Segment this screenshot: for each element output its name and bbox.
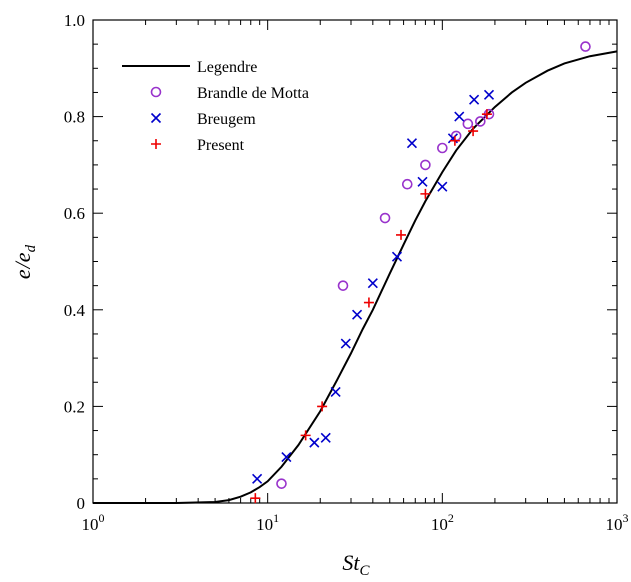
x-axis-label: StC xyxy=(342,550,370,579)
legend-label: Legendre xyxy=(197,59,257,76)
data-point xyxy=(462,118,474,130)
legend-item: Breugem xyxy=(150,111,256,128)
legendre-curve xyxy=(93,50,618,504)
data-point xyxy=(481,109,492,120)
data-point xyxy=(580,41,591,52)
legend-swatch-marker xyxy=(150,86,162,98)
data-point xyxy=(363,297,374,308)
data-point xyxy=(454,111,465,122)
data-point xyxy=(437,142,448,154)
series-present xyxy=(250,109,492,504)
y-axis-label: e/ed xyxy=(10,244,39,279)
data-point xyxy=(468,126,479,137)
series-legendre xyxy=(93,50,618,504)
y-tick-label: 0.2 xyxy=(64,397,85,416)
data-point xyxy=(406,138,418,149)
series-brandle-de-motta xyxy=(276,41,591,489)
data-point xyxy=(420,188,431,199)
data-point xyxy=(417,176,428,187)
data-point xyxy=(469,94,480,105)
data-point xyxy=(396,229,407,240)
legend-label: Brandle de Motta xyxy=(197,85,309,102)
data-point xyxy=(483,89,495,100)
legend-item: Legendre xyxy=(122,59,257,76)
legend: Legendre Brandle de Motta Breugem Present xyxy=(122,59,309,154)
data-point xyxy=(352,309,363,320)
series-layer xyxy=(93,41,618,504)
legend-label: Present xyxy=(197,137,245,154)
series-breugem xyxy=(252,89,495,484)
legend-item: Present xyxy=(151,137,245,154)
data-point xyxy=(276,478,287,489)
data-point xyxy=(309,437,320,448)
data-point xyxy=(317,401,328,412)
data-point xyxy=(475,116,486,127)
y-tick-label: 0 xyxy=(77,494,86,513)
legend-swatch-marker xyxy=(150,112,162,124)
y-tick-label: 1.0 xyxy=(64,11,85,30)
data-point xyxy=(391,251,403,262)
x-tick-label: 100 xyxy=(82,511,105,534)
data-point xyxy=(449,135,460,146)
data-point xyxy=(340,338,351,349)
legend-label: Breugem xyxy=(197,111,256,128)
data-point xyxy=(420,159,431,171)
data-point xyxy=(250,493,261,504)
legend-swatch-marker xyxy=(151,139,161,149)
plot-frame xyxy=(92,19,618,504)
y-tick-label: 0.4 xyxy=(64,301,86,320)
data-point xyxy=(252,473,263,484)
y-tick-label: 0.8 xyxy=(64,108,85,127)
y-tick-label: 0.6 xyxy=(64,204,85,223)
data-point xyxy=(379,212,391,224)
data-point xyxy=(337,280,349,291)
axes: 100 101 102 103 0 0.2 0.4 0.6 0.8 1.0 xyxy=(64,11,629,534)
data-point xyxy=(320,432,331,443)
data-point xyxy=(401,178,413,190)
data-point xyxy=(281,452,292,463)
data-point xyxy=(300,430,311,441)
x-tick-label: 101 xyxy=(256,511,279,534)
data-point xyxy=(367,278,378,289)
data-point xyxy=(330,386,341,397)
legend-item: Brandle de Motta xyxy=(150,85,309,102)
x-tick-label: 103 xyxy=(606,511,629,534)
x-tick-label: 102 xyxy=(431,511,454,534)
data-point xyxy=(437,181,448,192)
